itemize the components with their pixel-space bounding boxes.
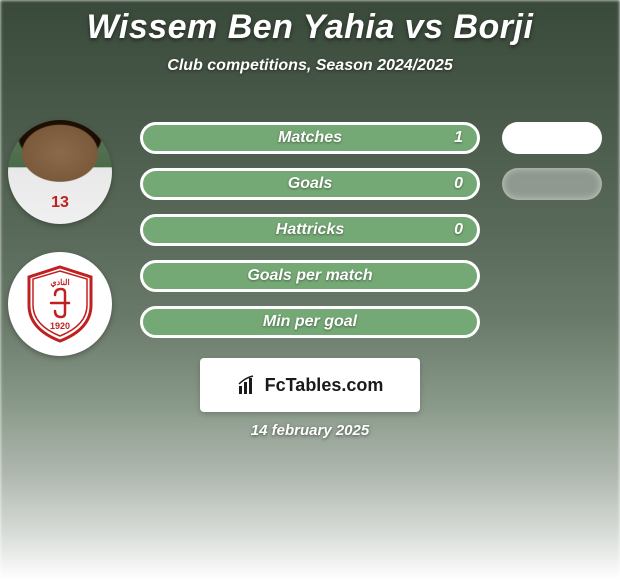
stat-label: Goals xyxy=(288,175,332,193)
comparison-pill xyxy=(502,168,602,200)
svg-text:1920: 1920 xyxy=(50,321,70,331)
avatar-column: النادي 1920 xyxy=(8,120,112,384)
page-subtitle: Club competitions, Season 2024/2025 xyxy=(0,57,620,75)
right-pill-column xyxy=(502,122,602,214)
stat-label: Hattricks xyxy=(276,221,344,239)
player-avatar xyxy=(8,120,112,224)
stat-bar-min-per-goal: Min per goal xyxy=(140,306,480,338)
date-text: 14 february 2025 xyxy=(251,422,369,439)
page-title: Wissem Ben Yahia vs Borji xyxy=(0,0,620,47)
stat-value: 0 xyxy=(454,221,463,239)
stat-value: 0 xyxy=(454,175,463,193)
stat-bar-matches: Matches 1 xyxy=(140,122,480,154)
stat-label: Min per goal xyxy=(263,313,357,331)
comparison-pill xyxy=(502,122,602,154)
stat-label: Goals per match xyxy=(247,267,372,285)
club-shield-icon: النادي 1920 xyxy=(25,265,95,343)
club-avatar: النادي 1920 xyxy=(8,252,112,356)
stat-bar-goals: Goals 0 xyxy=(140,168,480,200)
stat-value: 1 xyxy=(454,129,463,147)
stat-bars: Matches 1 Goals 0 Hattricks 0 Goals per … xyxy=(140,122,480,352)
svg-text:النادي: النادي xyxy=(50,278,69,288)
fctables-brand-text: FcTables.com xyxy=(265,375,384,396)
stat-bar-hattricks: Hattricks 0 xyxy=(140,214,480,246)
stat-label: Matches xyxy=(278,129,342,147)
fctables-badge[interactable]: FcTables.com xyxy=(200,358,420,412)
chart-bars-icon xyxy=(237,374,259,396)
content-root: Wissem Ben Yahia vs Borji Club competiti… xyxy=(0,0,620,580)
stat-bar-goals-per-match: Goals per match xyxy=(140,260,480,292)
